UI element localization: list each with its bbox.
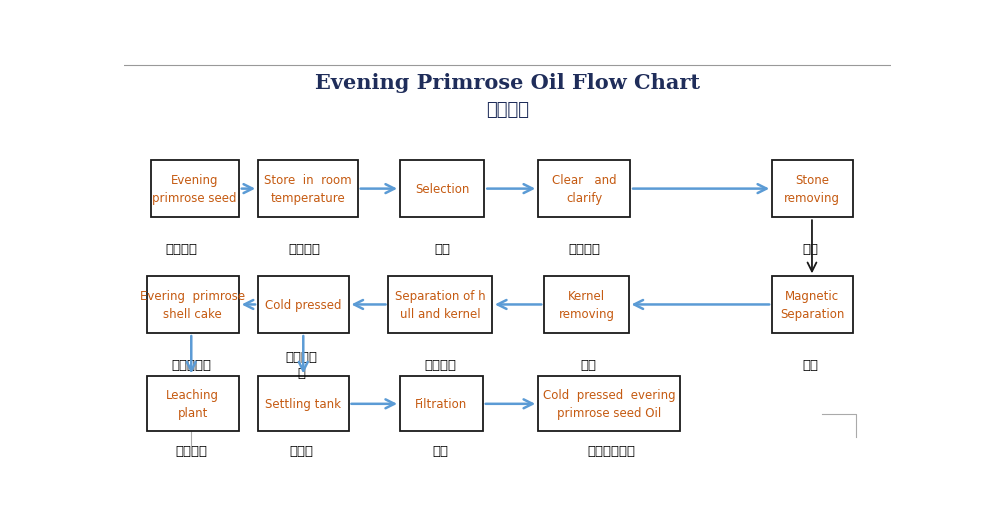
Text: 清理分级: 清理分级 [568, 243, 600, 256]
Text: Evening
primrose seed: Evening primrose seed [152, 174, 237, 205]
Text: 磁选: 磁选 [803, 358, 819, 371]
Text: 常温储存: 常温储存 [288, 243, 320, 256]
Text: 压湪月见草油: 压湪月见草油 [587, 444, 635, 458]
FancyBboxPatch shape [544, 277, 629, 333]
Text: Stone
removing: Stone removing [784, 174, 841, 205]
Text: Cold  pressed  evering
primrose seed Oil: Cold pressed evering primrose seed Oil [543, 388, 675, 419]
FancyBboxPatch shape [147, 377, 239, 432]
FancyBboxPatch shape [772, 277, 852, 333]
Text: Leaching
plant: Leaching plant [166, 388, 220, 419]
Text: Evening Primrose Oil Flow Chart: Evening Primrose Oil Flow Chart [315, 73, 700, 93]
FancyBboxPatch shape [400, 377, 483, 432]
Text: Selection: Selection [415, 183, 469, 196]
Text: 过滤: 过滤 [433, 444, 448, 458]
Text: Clear   and
clarify: Clear and clarify [551, 174, 617, 205]
FancyBboxPatch shape [772, 161, 852, 218]
FancyBboxPatch shape [388, 277, 492, 333]
FancyBboxPatch shape [258, 377, 348, 432]
Text: 仁壳分离: 仁壳分离 [425, 358, 456, 371]
FancyBboxPatch shape [539, 377, 680, 432]
Text: Settling tank: Settling tank [265, 398, 342, 410]
Text: Store  in  room
temperature: Store in room temperature [264, 174, 351, 205]
Text: 澄油筱: 澄油筱 [290, 444, 314, 458]
Text: 去石: 去石 [803, 243, 819, 256]
Text: 月见草油: 月见草油 [486, 101, 529, 119]
Text: 剥壳: 剥壳 [580, 358, 596, 371]
Text: Kernel
removing: Kernel removing [558, 290, 615, 321]
Text: 月见草籽饼: 月见草籽饼 [171, 358, 211, 371]
Text: Magnetic
Separation: Magnetic Separation [780, 290, 844, 321]
Text: Filtration: Filtration [415, 398, 467, 410]
Text: Separation of h
ull and kernel: Separation of h ull and kernel [395, 290, 485, 321]
Text: 月见草籽: 月见草籽 [165, 243, 197, 256]
FancyBboxPatch shape [258, 277, 348, 333]
FancyBboxPatch shape [539, 161, 630, 218]
Text: 浸出车间: 浸出车间 [175, 444, 207, 458]
Text: 选籽: 选籽 [435, 243, 450, 256]
FancyBboxPatch shape [400, 161, 484, 218]
Text: Evering  primrose
shell cake: Evering primrose shell cake [141, 290, 246, 321]
Text: 一次压湪
油: 一次压湪 油 [286, 350, 318, 379]
Text: Cold pressed: Cold pressed [265, 299, 342, 312]
FancyBboxPatch shape [258, 161, 357, 218]
FancyBboxPatch shape [147, 277, 239, 333]
FancyBboxPatch shape [150, 161, 239, 218]
